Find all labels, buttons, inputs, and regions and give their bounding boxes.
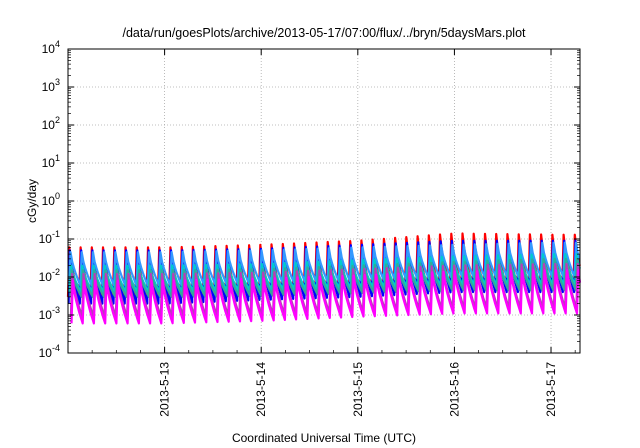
y-tick-label: 100 — [42, 191, 60, 208]
y-tick-label: 102 — [42, 115, 60, 132]
x-tick-label: 2013-5-15 — [351, 362, 365, 417]
y-tick-label: 103 — [42, 77, 60, 94]
y-tick-label: 10-3 — [39, 305, 60, 322]
y-tick-label: 104 — [42, 39, 60, 56]
chart-title: /data/run/goesPlots/archive/2013-05-17/0… — [122, 26, 526, 40]
y-tick-label: 10-4 — [39, 343, 60, 360]
x-tick-label: 2013-5-13 — [158, 362, 172, 417]
plot-area — [66, 232, 582, 325]
y-tick-label: 10-1 — [39, 229, 60, 246]
y-axis-label: cGy/day — [25, 179, 39, 223]
axes: 10-4 10-3 10-2 10-1 100 101 102 103 104 2013-5-13… — [39, 39, 580, 417]
series-line — [69, 257, 580, 298]
series-line — [68, 253, 581, 294]
x-tick-label: 2013-5-16 — [447, 362, 461, 417]
x-axis-label: Coordinated Universal Time (UTC) — [232, 431, 416, 445]
x-tick-label: 2013-5-14 — [254, 362, 268, 417]
series-line — [68, 241, 581, 287]
y-tick-label: 101 — [42, 153, 60, 170]
series-line — [70, 269, 582, 325]
x-tick-label: 2013-5-17 — [544, 362, 558, 417]
y-tick-label: 10-2 — [39, 267, 60, 284]
